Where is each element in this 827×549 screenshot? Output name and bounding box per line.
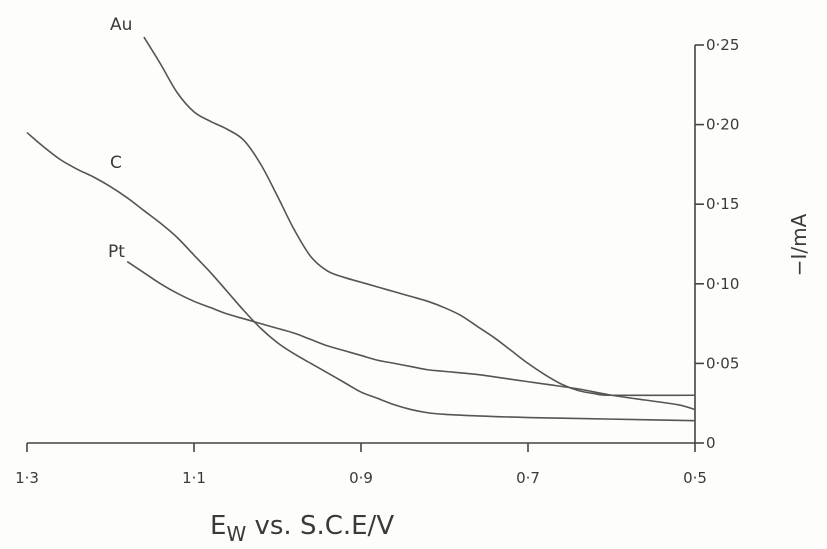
text-layer: EW vs. S.C.E/V −I/mA	[210, 213, 811, 546]
x-tick-label-2: 0·9	[349, 469, 373, 487]
y-tick-label-2: 0·10	[706, 275, 739, 293]
series-label-au: Au	[110, 15, 132, 35]
y-tick-label-3: 0·15	[706, 195, 739, 213]
axes: 1·3 1·1 0·9 0·7 0·5 0 0·05 0·10 0·15 0·20 0·25	[15, 36, 739, 487]
x-tick-label-4: 0·5	[683, 469, 707, 487]
x-axis-label-rest: vs. S.C.E/V	[246, 511, 394, 541]
series-line-au	[143, 36, 696, 397]
y-tick-label-0: 0	[706, 434, 716, 452]
series-line-pt	[126, 260, 696, 411]
y-tick-label-5: 0·25	[706, 36, 739, 54]
series-line-c	[26, 131, 696, 422]
x-axis-label-sub: W	[226, 522, 246, 546]
x-axis-label-main: E	[210, 511, 226, 541]
y-axis-label: −I/mA	[787, 213, 811, 276]
series-layer: Au C Pt	[26, 15, 696, 422]
y-tick-label-1: 0·05	[706, 354, 739, 372]
x-tick-label-3: 0·7	[516, 469, 540, 487]
x-tick-label-1: 1·1	[182, 469, 206, 487]
y-tick-label-4: 0·20	[706, 116, 739, 134]
x-tick-label-0: 1·3	[15, 469, 39, 487]
x-axis-label: EW vs. S.C.E/V	[210, 511, 394, 546]
series-label-pt: Pt	[108, 242, 125, 262]
series-label-c: C	[110, 153, 122, 173]
